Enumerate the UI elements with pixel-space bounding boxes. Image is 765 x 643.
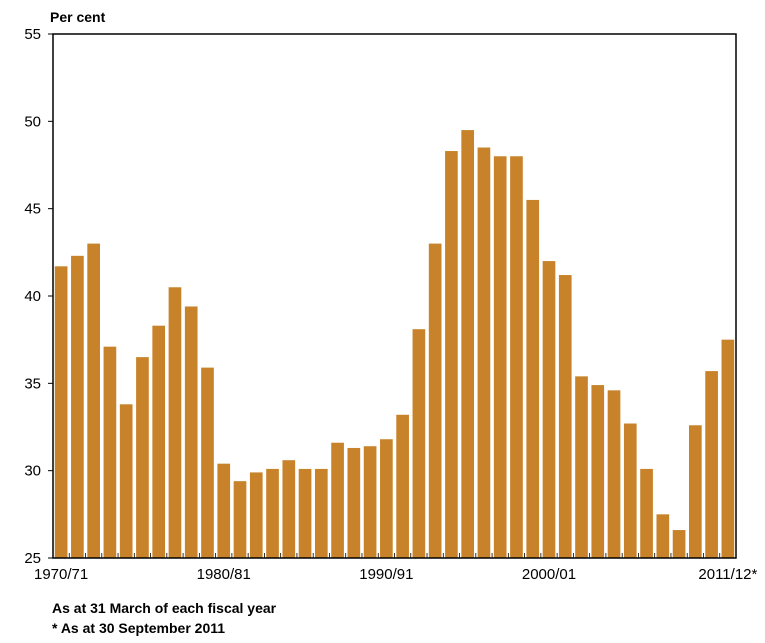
bar-1983/84 (266, 468, 279, 558)
bar-1976/77 (152, 325, 166, 558)
bar-1995/96 (461, 130, 475, 558)
note-september: * As at 30 September 2011 (52, 620, 226, 636)
y-tick-label: 25 (24, 550, 41, 567)
bar-1985/86 (298, 468, 312, 558)
bar-1987/88 (331, 442, 344, 558)
x-tick-label: 1970/71 (34, 566, 88, 583)
bar-2011/12* (721, 339, 735, 558)
y-tick-label: 55 (24, 26, 41, 43)
y-tick-label: 30 (24, 463, 41, 480)
bar-2010/11 (705, 371, 718, 558)
x-tick-label: 2000/01 (522, 566, 576, 583)
bar-2005/06 (623, 423, 637, 558)
bar-1999/00 (526, 199, 540, 558)
bar-1993/94 (428, 243, 442, 558)
y-axis: 25 30 35 40 45 50 55 (24, 26, 53, 567)
note-fiscal-year: As at 31 March of each fiscal year (52, 600, 277, 616)
bar-1970/71 (54, 266, 68, 558)
x-axis: 1970/71 1980/81 1990/91 2000/01 2011/12* (34, 553, 758, 583)
bar-2007/08 (656, 514, 670, 558)
bar-1991/92 (396, 414, 409, 558)
bar-1997/98 (493, 156, 507, 558)
bars-group (54, 130, 735, 558)
bar-2003/04 (591, 385, 605, 558)
y-tick-label: 35 (24, 375, 41, 392)
bar-1984/85 (282, 460, 296, 558)
x-tick-label: 2011/12* (698, 566, 757, 583)
bar-1988/89 (347, 447, 361, 558)
bar-2000/01 (542, 261, 556, 558)
bar-1978/79 (184, 306, 198, 558)
y-tick-label: 40 (24, 288, 41, 305)
bar-2002/03 (575, 376, 588, 558)
bar-1977/78 (168, 287, 182, 558)
bar-1996/97 (477, 147, 491, 558)
bar-1989/90 (363, 446, 377, 558)
bar-1998/99 (510, 156, 523, 558)
bar-1974/75 (119, 404, 133, 558)
chart-notes: As at 31 March of each fiscal year * As … (52, 598, 276, 638)
bar-2009/10 (689, 425, 702, 558)
x-tick-label: 1980/81 (197, 566, 251, 583)
bar-1973/74 (103, 346, 117, 558)
bar-1971/72 (71, 255, 84, 558)
bar-1981/82 (233, 481, 247, 558)
bar-2008/09 (672, 530, 686, 558)
bar-2004/05 (607, 390, 621, 558)
bar-2001/02 (558, 275, 572, 558)
bar-1992/93 (412, 329, 426, 558)
y-axis-label: Per cent (50, 9, 106, 25)
bar-1979/80 (201, 367, 214, 558)
bar-1972/73 (87, 243, 100, 558)
bar-1975/76 (136, 357, 149, 558)
bar-1990/91 (380, 439, 393, 558)
x-tick-label: 1990/91 (359, 566, 413, 583)
y-tick-label: 45 (24, 201, 41, 218)
bar-1980/81 (217, 463, 231, 558)
bar-1986/87 (314, 468, 328, 558)
bar-1994/95 (445, 151, 458, 558)
bar-2006/07 (640, 468, 653, 558)
bar-1982/83 (249, 472, 263, 558)
y-tick-label: 50 (24, 113, 41, 130)
